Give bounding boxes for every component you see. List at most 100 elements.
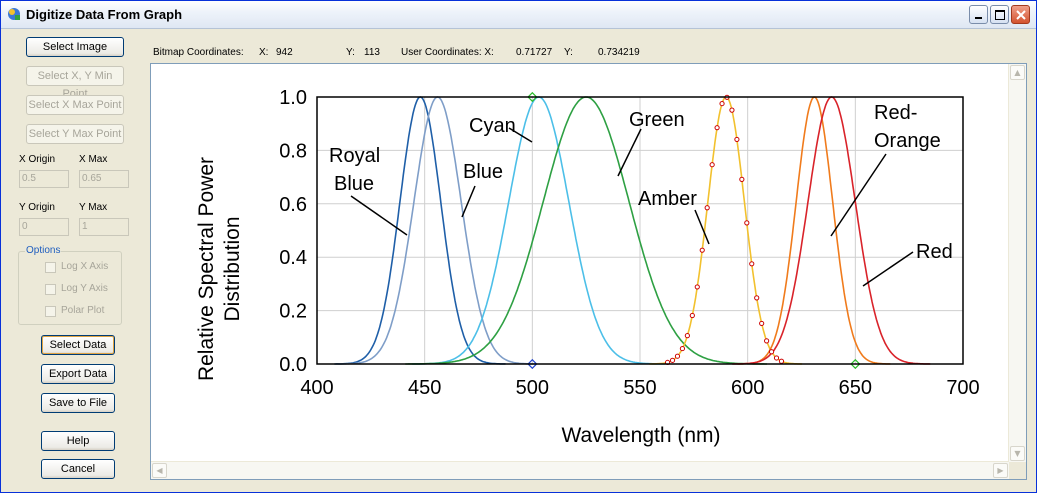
- user-coords-label: User Coordinates: X:: [401, 47, 494, 58]
- digitized-point: [714, 125, 720, 131]
- series-cyan-line: [412, 96, 666, 365]
- digitized-point: [739, 176, 745, 182]
- options-title: Options: [25, 245, 62, 256]
- scroll-corner: [1009, 462, 1026, 479]
- y-tick-label: 1.0: [279, 87, 307, 109]
- horizontal-scrollbar[interactable]: ◀ ▶: [151, 461, 1009, 479]
- digitized-point: [699, 247, 705, 253]
- title-bar[interactable]: Digitize Data From Graph: [1, 1, 1036, 29]
- digitized-point: [734, 136, 740, 143]
- digitized-point: [689, 312, 695, 319]
- select-xy-min-button[interactable]: Select X, Y Min Point: [26, 66, 124, 100]
- select-data-button[interactable]: Select Data: [41, 335, 115, 355]
- y-tick-labels: 0.0 0.2 0.4 0.6 0.8 1.0: [279, 87, 307, 376]
- digitized-point: [669, 357, 676, 363]
- label-blue: Blue: [463, 161, 503, 183]
- maximize-icon: [995, 10, 1005, 20]
- label-amber: Amber: [638, 188, 697, 210]
- x-max-field[interactable]: 0.65: [79, 170, 129, 188]
- leader-royal-blue: [350, 195, 408, 236]
- digitized-point: [778, 358, 785, 364]
- bitmap-y-value: 113: [364, 47, 380, 58]
- y-tick-label: 0.4: [279, 247, 307, 269]
- x-tick-label: 500: [516, 377, 549, 399]
- y-origin-field[interactable]: 0: [19, 218, 69, 236]
- leader-green: [617, 128, 642, 177]
- digitized-point: [773, 355, 780, 361]
- chart-grid: [317, 97, 963, 364]
- export-data-button[interactable]: Export Data: [41, 364, 115, 384]
- scroll-up-button[interactable]: ▲: [1010, 65, 1025, 80]
- x-origin-field[interactable]: 0.5: [19, 170, 69, 188]
- digitized-point: [754, 295, 760, 301]
- scroll-down-button[interactable]: ▼: [1010, 446, 1025, 461]
- bitmap-x-value: 942: [276, 47, 293, 58]
- log-y-label: Log Y Axis: [61, 283, 108, 294]
- digitized-point: [694, 284, 700, 290]
- y-max-field[interactable]: 1: [79, 218, 129, 236]
- graph-image-panel[interactable]: 400 450 500 550 600 650 700 0.0 0.2 0.4 0.6 0.8 1.0…: [150, 63, 1027, 480]
- digitized-point: [674, 353, 681, 359]
- vertical-scrollbar[interactable]: ▲ ▼: [1008, 64, 1026, 462]
- x-axis-label: Wavelength (nm): [561, 424, 720, 447]
- y-origin-label: Y Origin: [19, 202, 55, 213]
- y-tick-label: 0.6: [279, 194, 307, 216]
- minimize-button[interactable]: [969, 5, 988, 24]
- label-cyan: Cyan: [469, 115, 516, 137]
- plot-area-border: [316, 96, 964, 365]
- x-tick-label: 700: [946, 377, 979, 399]
- digitized-point: [764, 338, 770, 344]
- y-max-marker: [527, 91, 538, 103]
- log-y-checkbox[interactable]: [45, 284, 56, 295]
- save-to-file-button[interactable]: Save to File: [41, 393, 115, 413]
- digitized-point: [679, 345, 686, 352]
- close-icon: [1016, 10, 1026, 20]
- help-button[interactable]: Help: [41, 431, 115, 451]
- close-button[interactable]: [1011, 5, 1030, 24]
- select-image-button[interactable]: Select Image: [26, 37, 124, 57]
- select-x-max-button[interactable]: Select X Max Point: [26, 95, 124, 115]
- spectral-chart[interactable]: 400 450 500 550 600 650 700 0.0 0.2 0.4 0.6 0.8 1.0…: [151, 64, 1009, 462]
- digitized-point: [729, 107, 735, 113]
- scroll-left-button[interactable]: ◀: [152, 463, 167, 478]
- select-y-max-button[interactable]: Select Y Max Point: [26, 124, 124, 144]
- xy-min-marker: [527, 358, 538, 370]
- chart-leader-lines: [350, 127, 914, 287]
- digitized-point: [749, 261, 755, 267]
- y-axis-label-line2: Distribution: [221, 216, 244, 321]
- options-group: [18, 251, 122, 325]
- scroll-right-button[interactable]: ▶: [993, 463, 1008, 478]
- digitized-point: [719, 100, 725, 107]
- maximize-button[interactable]: [990, 5, 1009, 24]
- label-green: Green: [629, 109, 685, 131]
- x-tick-labels: 400 450 500 550 600 650 700: [300, 377, 979, 399]
- bitmap-y-label: Y:: [346, 47, 355, 58]
- app-icon: [8, 8, 20, 20]
- y-tick-label: 0.0: [279, 354, 307, 376]
- polar-plot-label: Polar Plot: [61, 305, 105, 316]
- x-tick-label: 650: [839, 377, 872, 399]
- bitmap-coords-label: Bitmap Coordinates:: [153, 47, 244, 58]
- leader-red: [862, 251, 914, 287]
- chart-frame: [316, 96, 964, 365]
- user-x-value: 0.71727: [516, 47, 553, 58]
- leader-amber: [694, 209, 710, 245]
- log-x-checkbox[interactable]: [45, 262, 56, 273]
- window-title: Digitize Data From Graph: [26, 7, 183, 22]
- leader-blue: [461, 185, 476, 218]
- y-tick-label: 0.8: [279, 140, 307, 162]
- digitized-point: [709, 162, 715, 168]
- x-tick-label: 550: [623, 377, 656, 399]
- digitized-point: [684, 333, 690, 339]
- series-blue-line: [338, 96, 537, 365]
- x-tick-label: 400: [300, 377, 333, 399]
- y-tick-label: 0.2: [279, 301, 307, 323]
- cancel-button[interactable]: Cancel: [41, 459, 115, 479]
- y-axis-label-line1: Relative Spectral Power: [195, 157, 218, 381]
- user-y-value: 0.734219: [598, 47, 640, 58]
- polar-plot-checkbox[interactable]: [45, 306, 56, 317]
- x-tick-label: 450: [408, 377, 441, 399]
- y-max-label: Y Max: [79, 202, 108, 213]
- chart-curves: [334, 91, 931, 370]
